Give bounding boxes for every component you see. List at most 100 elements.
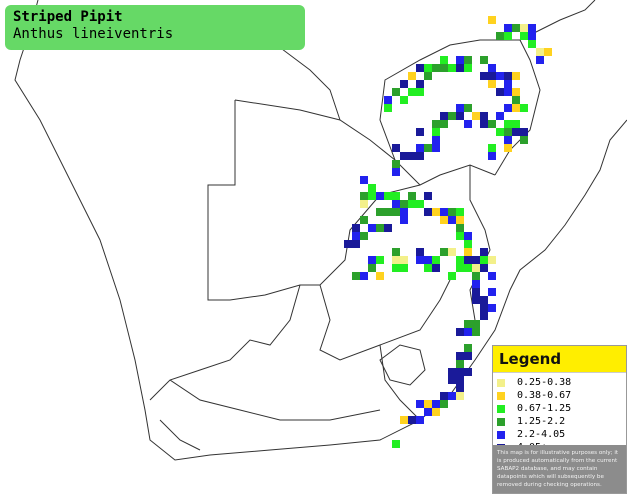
grid-cell — [368, 256, 376, 264]
border — [494, 39, 541, 176]
grid-cell — [464, 320, 472, 328]
grid-cell — [480, 264, 488, 272]
province — [379, 344, 421, 421]
grid-cell — [464, 256, 472, 264]
grid-cell — [432, 264, 440, 272]
grid-cell — [456, 328, 464, 336]
grid-cell — [488, 152, 496, 160]
grid-cell — [416, 128, 424, 136]
grid-cell — [440, 120, 448, 128]
grid-cell — [416, 144, 424, 152]
grid-cell — [400, 96, 408, 104]
grid-cell — [464, 368, 472, 376]
grid-cell — [352, 232, 360, 240]
grid-cell — [536, 48, 544, 56]
grid-cell — [440, 64, 448, 72]
grid-cell — [432, 400, 440, 408]
grid-cell — [352, 272, 360, 280]
grid-cell — [464, 56, 472, 64]
grid-cell — [448, 208, 456, 216]
grid-cell — [464, 120, 472, 128]
grid-cell — [432, 408, 440, 416]
grid-cell — [392, 440, 400, 448]
grid-cell — [424, 64, 432, 72]
grid-cell — [392, 248, 400, 256]
grid-cell — [456, 224, 464, 232]
province — [169, 379, 381, 421]
grid-cell — [360, 192, 368, 200]
grid-cell — [400, 256, 408, 264]
grid-cell — [408, 192, 416, 200]
grid-cell — [416, 416, 424, 424]
grid-cell — [456, 368, 464, 376]
grid-cell — [400, 416, 408, 424]
grid-cell — [392, 200, 400, 208]
grid-cell — [440, 112, 448, 120]
grid-cell — [408, 416, 416, 424]
grid-cell — [488, 288, 496, 296]
grid-cell — [512, 24, 520, 32]
grid-cell — [448, 392, 456, 400]
grid-cell — [432, 120, 440, 128]
legend-item: 0.25-0.38 — [497, 376, 626, 389]
grid-cell — [448, 376, 456, 384]
grid-cell — [480, 256, 488, 264]
legend: Legend 0.25-0.38 0.38-0.67 0.67-1.25 1.25-2… — [492, 345, 627, 494]
province — [319, 279, 451, 361]
grid-cell — [456, 264, 464, 272]
legend-label: 0.25-0.38 — [517, 377, 572, 388]
grid-cell — [544, 48, 552, 56]
grid-cell — [440, 216, 448, 224]
grid-cell — [464, 264, 472, 272]
grid-cell — [432, 256, 440, 264]
grid-cells — [344, 16, 552, 448]
grid-cell — [456, 208, 464, 216]
grid-cell — [408, 200, 416, 208]
grid-cell — [480, 248, 488, 256]
grid-cell — [464, 352, 472, 360]
grid-cell — [344, 240, 352, 248]
grid-cell — [432, 64, 440, 72]
legend-label: 1.25-2.2 — [517, 416, 566, 427]
border — [379, 0, 596, 161]
grid-cell — [472, 328, 480, 336]
grid-cell — [504, 120, 512, 128]
grid-cell — [456, 216, 464, 224]
grid-cell — [376, 224, 384, 232]
lesotho — [379, 344, 426, 386]
grid-cell — [456, 104, 464, 112]
grid-cell — [400, 208, 408, 216]
grid-cell — [456, 56, 464, 64]
grid-cell — [392, 168, 400, 176]
grid-cell — [384, 192, 392, 200]
grid-cell — [448, 216, 456, 224]
grid-cell — [480, 312, 488, 320]
grid-cell — [472, 112, 480, 120]
legend-swatch — [497, 404, 505, 413]
grid-cell — [472, 280, 480, 288]
grid-cell — [360, 232, 368, 240]
grid-cell — [424, 72, 432, 80]
grid-cell — [488, 256, 496, 264]
grid-cell — [424, 408, 432, 416]
legend-swatch — [497, 430, 505, 439]
grid-cell — [384, 96, 392, 104]
grid-cell — [416, 248, 424, 256]
legend-item: 0.67-1.25 — [497, 402, 626, 415]
grid-cell — [456, 376, 464, 384]
grid-cell — [472, 264, 480, 272]
province — [149, 284, 301, 401]
grid-cell — [496, 72, 504, 80]
grid-cell — [392, 208, 400, 216]
coastline — [14, 0, 627, 461]
grid-cell — [392, 264, 400, 272]
grid-cell — [432, 208, 440, 216]
grid-cell — [464, 240, 472, 248]
grid-cell — [512, 120, 520, 128]
grid-cell — [360, 200, 368, 208]
grid-cell — [440, 392, 448, 400]
grid-cell — [464, 344, 472, 352]
grid-cell — [504, 144, 512, 152]
grid-cell — [504, 80, 512, 88]
grid-cell — [464, 248, 472, 256]
